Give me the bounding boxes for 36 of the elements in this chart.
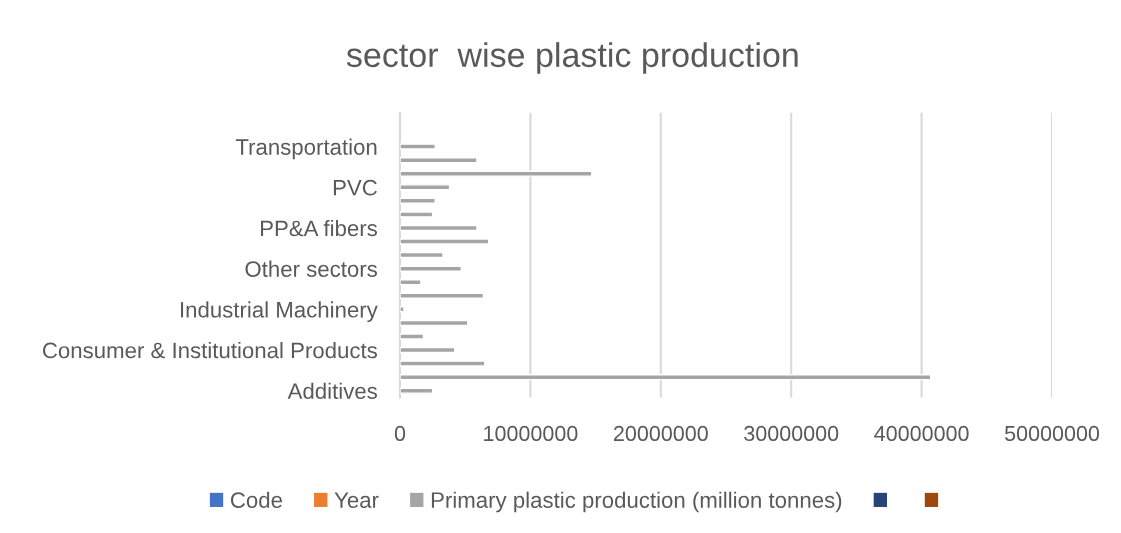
bar [400,333,425,340]
bar [400,170,593,177]
x-tick-label: 20000000 [614,425,708,442]
y-tick-label: Additives [287,382,377,399]
y-tick-label: Other sectors [245,260,377,277]
y-tick-label: Industrial Machinery [180,301,378,323]
bar [400,387,434,394]
bar [400,143,436,150]
y-tick-label: Consumer & Institutional Products [42,341,377,359]
x-tick-label: 0 [394,425,406,442]
bar [400,197,436,204]
x-tick-label: 50000000 [1004,425,1100,442]
bar [400,157,478,164]
y-tick-label: Transportation [235,138,377,160]
bar [400,279,422,286]
bar [400,238,490,245]
bar [400,224,478,232]
bar [400,251,444,259]
legend-label: Year [334,492,379,508]
bar [400,346,456,354]
y-tick-label: PP&A fibers [261,219,377,237]
x-tick-label: 30000000 [744,425,839,442]
bar [400,211,434,218]
legend-label: Code [230,491,282,508]
bar [400,184,451,191]
x-tick-label: 10000000 [484,425,578,442]
chart-title: sector wise plastic production [346,42,798,74]
bar [400,360,486,367]
bar [400,319,469,327]
y-tick-label: PVC [333,179,377,196]
x-tick-label: 40000000 [874,425,969,442]
bar [400,306,405,313]
bar [400,265,462,272]
legend-label: Primary plastic production (million tonnes) [431,491,842,513]
bar [400,374,932,381]
bar [400,292,485,299]
